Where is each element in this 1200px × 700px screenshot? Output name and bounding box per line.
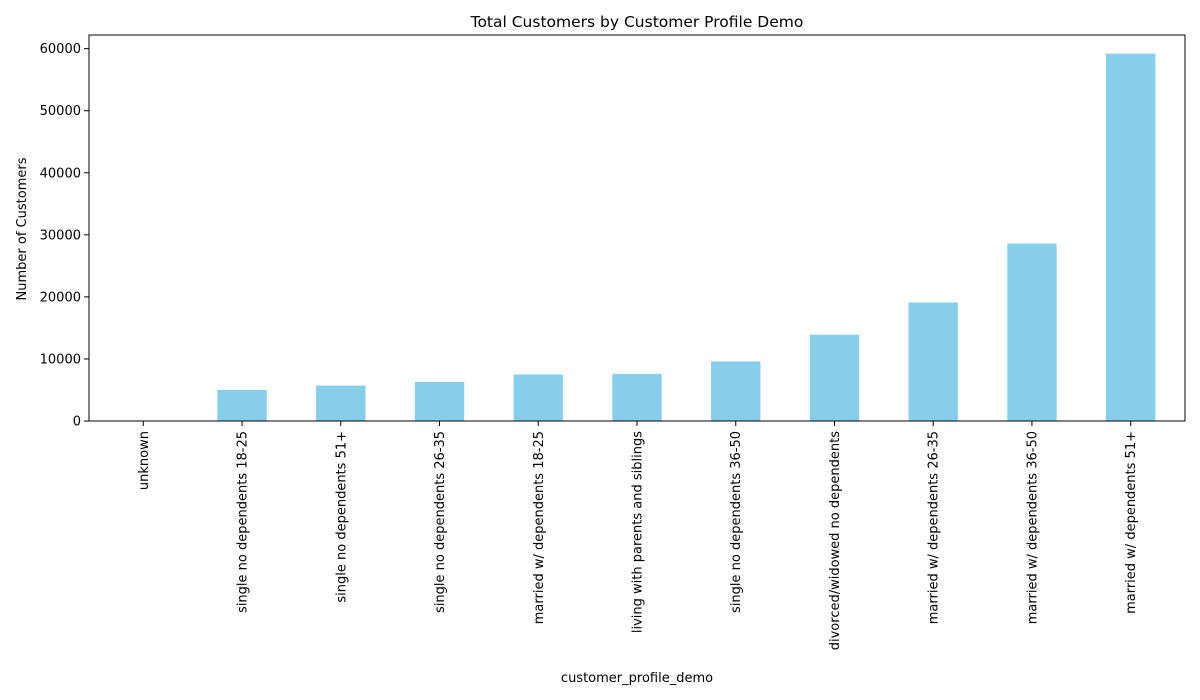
x-tick-label: single no dependents 26-35 xyxy=(433,431,448,613)
y-tick-label: 0 xyxy=(73,415,81,430)
x-axis-title: customer_profile_demo xyxy=(561,671,713,686)
y-tick-label: 10000 xyxy=(40,352,81,367)
bar xyxy=(612,373,662,421)
x-axis: unknown single no dependents 18-25 single … xyxy=(137,421,1139,650)
x-tick-label: living with parents and siblings xyxy=(631,431,646,633)
chart-title: Total Customers by Customer Profile Demo xyxy=(470,13,804,31)
bar xyxy=(414,381,465,421)
y-tick-label: 20000 xyxy=(40,290,81,305)
x-tick-label: married w/ dependents 18-25 xyxy=(532,431,547,624)
bar xyxy=(711,361,761,421)
bar xyxy=(1007,243,1057,421)
x-tick-label: married w/ dependents 26-35 xyxy=(927,431,942,624)
x-tick-label: married w/ dependents 51+ xyxy=(1124,431,1139,614)
x-tick-label: single no dependents 36-50 xyxy=(729,431,744,613)
y-axis-title: Number of Customers xyxy=(15,157,30,300)
y-tick-label: 30000 xyxy=(40,228,81,243)
y-axis: 0 10000 20000 30000 40000 50000 60000 xyxy=(40,42,89,430)
bar xyxy=(809,334,860,421)
bar xyxy=(217,389,267,421)
bar xyxy=(1106,53,1156,422)
x-tick-label: divorced/widowed no dependents xyxy=(828,431,843,650)
y-tick-label: 50000 xyxy=(40,104,81,119)
bar xyxy=(908,302,958,421)
x-tick-label: single no dependents 51+ xyxy=(334,431,349,603)
plot-area xyxy=(88,34,1186,422)
x-tick-label: married w/ dependents 36-50 xyxy=(1025,431,1040,624)
y-tick-label: 40000 xyxy=(40,166,81,181)
y-tick-label: 60000 xyxy=(40,42,81,57)
x-tick-label: single no dependents 18-25 xyxy=(236,431,251,613)
x-tick-label: unknown xyxy=(137,431,152,490)
bar xyxy=(513,374,563,421)
bar xyxy=(316,385,366,421)
